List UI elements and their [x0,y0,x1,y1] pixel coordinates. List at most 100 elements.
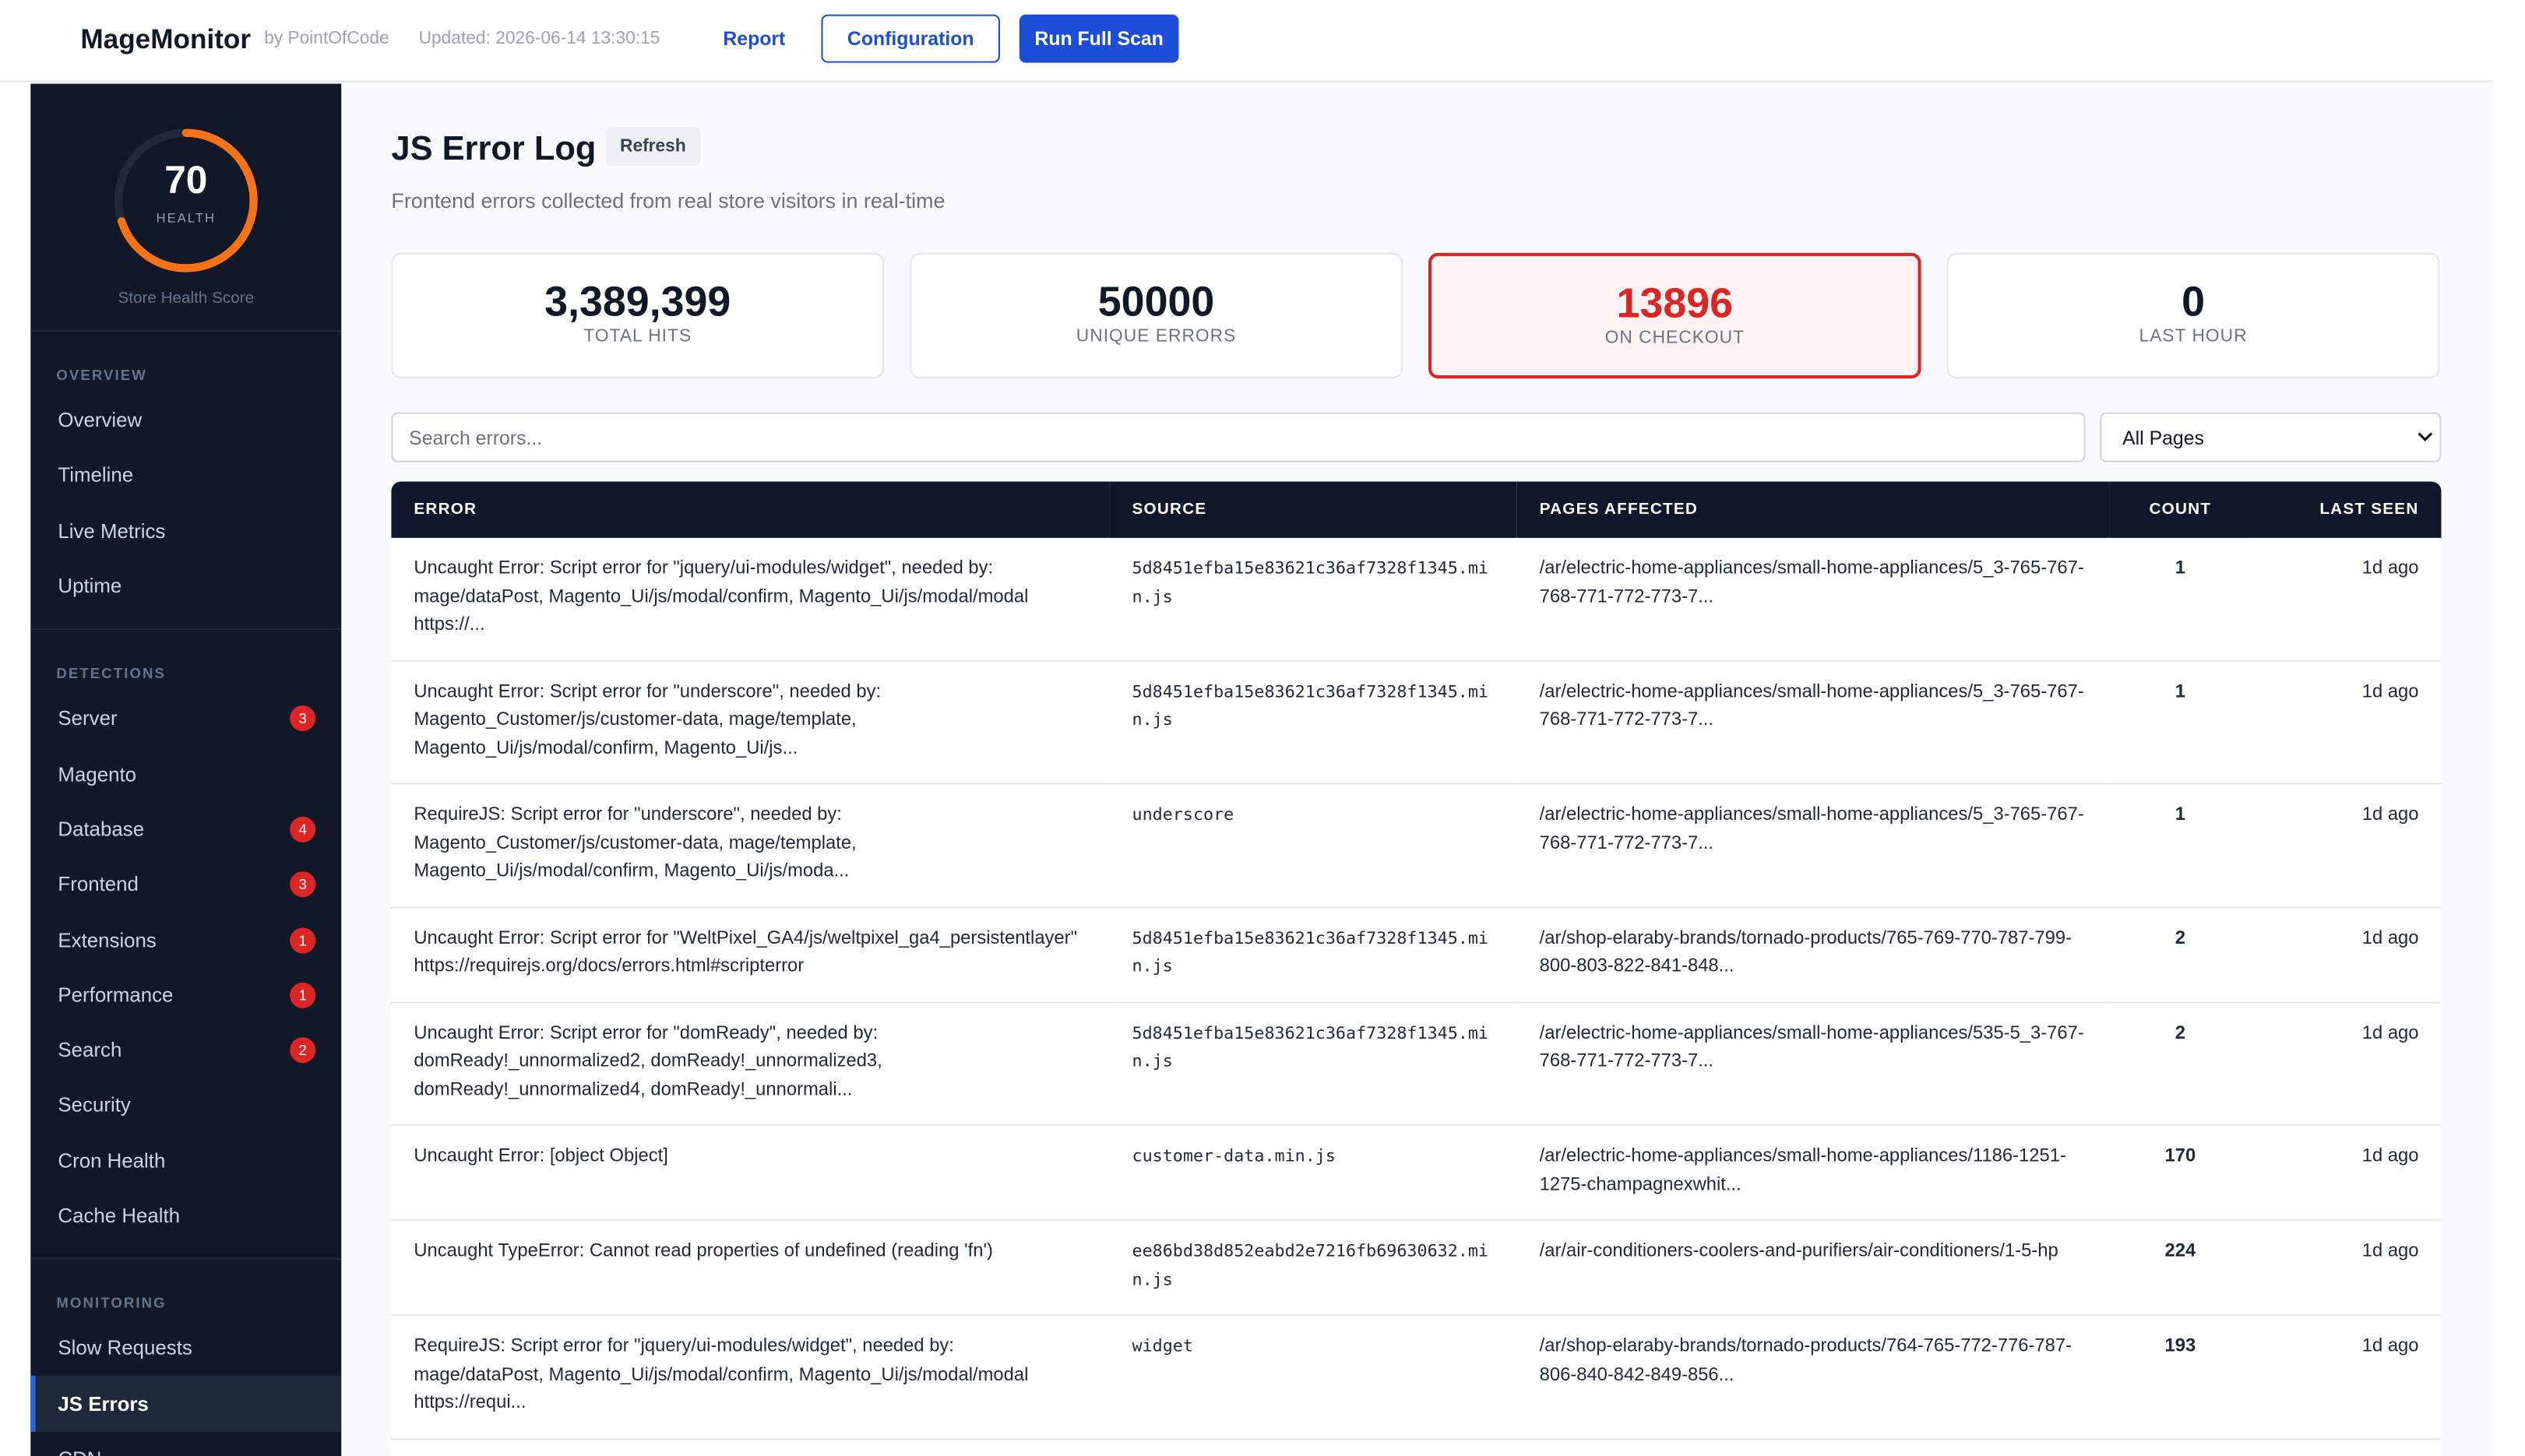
last-seen: 1d ago [2251,1438,2442,1456]
pages-affected: /ar/electric-home-appliances/small-home-… [1516,783,2110,908]
stat-value: 0 [2182,276,2206,325]
nav-label: Timeline [58,464,134,487]
nav-item[interactable]: Slow Requests [30,1321,341,1377]
pages-affected: /ar/electric-home-appliances/small-home-… [1516,1124,2110,1221]
error-row[interactable]: Uncaught TypeError: Cannot read properti… [391,1219,2442,1317]
error-count: 2315 [2109,1438,2252,1456]
nav-item[interactable]: Cache Health [30,1188,341,1243]
nav-item[interactable]: Cron Health [30,1133,341,1188]
nav-item[interactable]: Timeline [30,448,341,504]
pages-affected: /ar/electric-home-appliances/small-home-… [1516,1001,2110,1126]
stat-label: TOTAL HITS [583,326,692,346]
error-row[interactable]: Uncaught Error: Script error for "domRea… [391,1001,2442,1126]
pages-affected: /ar/air-conditioners-coolers-and-purifie… [1516,1219,2110,1317]
report-link[interactable]: Report [723,27,786,51]
stat-value: 3,389,399 [544,276,731,325]
nav-item[interactable]: Magento [30,747,341,802]
stat-card: 3,389,399 TOTAL HITS [391,252,885,379]
page-title: JS Error Log [391,130,597,168]
nav-label: Performance [58,983,174,1007]
error-row[interactable]: RequireJS: Script error for "underscore"… [391,783,2442,908]
refresh-button[interactable]: Refresh [605,127,701,167]
stat-label: LAST HOUR [2139,326,2248,346]
nav-item[interactable]: Server 3 [30,691,341,747]
stat-card: 50000 UNIQUE ERRORS [910,252,1403,379]
nav-item[interactable]: Security [30,1078,341,1133]
stat-card: 13896 ON CHECKOUT [1428,252,1921,379]
error-count: 2 [2109,1001,2252,1126]
nav-label: Frontend [58,873,139,896]
nav-section-title: OVERVIEW [56,367,147,384]
error-count: 170 [2109,1124,2252,1221]
brand: MageMonitor [80,24,252,55]
nav-item[interactable]: Overview [30,393,341,448]
nav-badge: 3 [290,705,316,732]
error-source: 5d8451efba15e83621c36af7328f1345.min.js [1109,660,1517,785]
error-source: widget [1109,1315,1517,1440]
last-seen: 1d ago [2251,783,2442,908]
table-body: Uncaught Error: Script error for "jquery… [391,537,2442,1456]
error-row[interactable]: Uncaught Error: Script error for "unders… [391,660,2442,785]
error-row[interactable]: Uncaught Error: Script error for "jquery… [391,537,2442,662]
search-input[interactable]: Search errors... [391,412,2086,462]
nav-item[interactable]: Uptime [30,559,341,614]
nav-section: MONITORING Slow Requests JS Errors CDN [30,1257,342,1456]
pages-affected: /ar/shop-elaraby-brands/tornado-products… [1516,1315,2110,1440]
stat-label: UNIQUE ERRORS [1076,326,1237,346]
error-source: ee86bd38d852eabd2e7216fb69630632.min.js [1109,1219,1517,1317]
error-row[interactable]: RequireJS: Script error for "WeltPixel_G… [391,1438,2442,1456]
nav-section-title: DETECTIONS [56,665,166,682]
error-row[interactable]: RequireJS: Script error for "jquery/ui-m… [391,1315,2442,1440]
nav-item[interactable]: Database 4 [30,802,341,857]
page-filter[interactable]: All Pages [2100,412,2442,462]
scan-button[interactable]: Run Full Scan [1019,14,1179,63]
column-header: PAGES AFFECTED [1516,481,2110,538]
config-button[interactable]: Configuration [821,14,1000,63]
last-seen: 1d ago [2251,537,2442,662]
top-bar: MageMonitor by PointOfCode Updated: 2026… [0,0,2493,83]
error-source: 5d8451efba15e83621c36af7328f1345.min.js [1109,537,1517,662]
health-gauge: 70 HEALTH [114,128,258,273]
error-source: weltpixel_ga4_persistentlayer [1109,1438,1517,1456]
error-count: 1 [2109,537,2252,662]
nav-item[interactable]: JS Errors [30,1376,342,1432]
pages-affected: /ar/electric-home-appliances/small-home-… [1516,660,2110,785]
nav-item[interactable]: Live Metrics [30,504,341,559]
error-count: 193 [2109,1315,2252,1440]
error-message: Uncaught Error: Script error for "jquery… [391,537,1110,662]
error-row[interactable]: Uncaught Error: [object Object] customer-… [391,1124,2442,1221]
updated: Updated: 2026-06-14 13:30:15 [418,29,660,49]
nav-item[interactable]: Extensions 1 [30,913,341,968]
nav-item[interactable]: CDN [30,1432,341,1456]
table-header: ERROR SOURCE PAGES AFFECTED COUNT LAST SEEN [391,481,2442,538]
error-row[interactable]: Uncaught Error: Script error for "WeltPi… [391,906,2442,1003]
nav-item[interactable]: Frontend 3 [30,857,341,913]
nav-item[interactable]: Performance 1 [30,968,341,1023]
pages-affected: /ar/electric-home-appliances/small-home-… [1516,537,2110,662]
error-source: 5d8451efba15e83621c36af7328f1345.min.js [1109,1001,1517,1126]
nav-item[interactable]: Search 2 [30,1022,341,1078]
content: JS Error Log Refresh Frontend errors col… [341,82,2493,1456]
stat-label: ON CHECKOUT [1604,328,1745,348]
nav-section: DETECTIONS Server 3 Magento Database 4 Fronten… [30,628,342,1243]
nav-label: Cache Health [58,1205,181,1228]
nav-label: Magento [58,762,137,786]
column-header: ERROR [391,481,1110,538]
chevron [2418,432,2433,441]
error-count: 1 [2109,660,2252,785]
error-message: RequireJS: Script error for "jquery/ui-m… [391,1315,1110,1440]
nav-section: OVERVIEW Overview Timeline Live Metrics Upti… [30,330,342,614]
error-source: customer-data.min.js [1109,1124,1517,1221]
score-caption: Store Health Score [118,290,255,308]
score-label: HEALTH [157,210,216,225]
filter-value: All Pages [2122,427,2204,450]
error-count: 224 [2109,1219,2252,1317]
nav-label: Database [58,818,145,841]
subtitle: Frontend errors collected from real stor… [391,188,946,213]
stat-value: 13896 [1616,278,1734,327]
nav-label: Server [58,707,118,730]
last-seen: 1d ago [2251,1315,2442,1440]
nav-badge: 3 [290,871,316,898]
error-table: ERROR SOURCE PAGES AFFECTED COUNT LAST SEEN U… [391,481,2442,1456]
nav-label: Live Metrics [58,519,166,543]
